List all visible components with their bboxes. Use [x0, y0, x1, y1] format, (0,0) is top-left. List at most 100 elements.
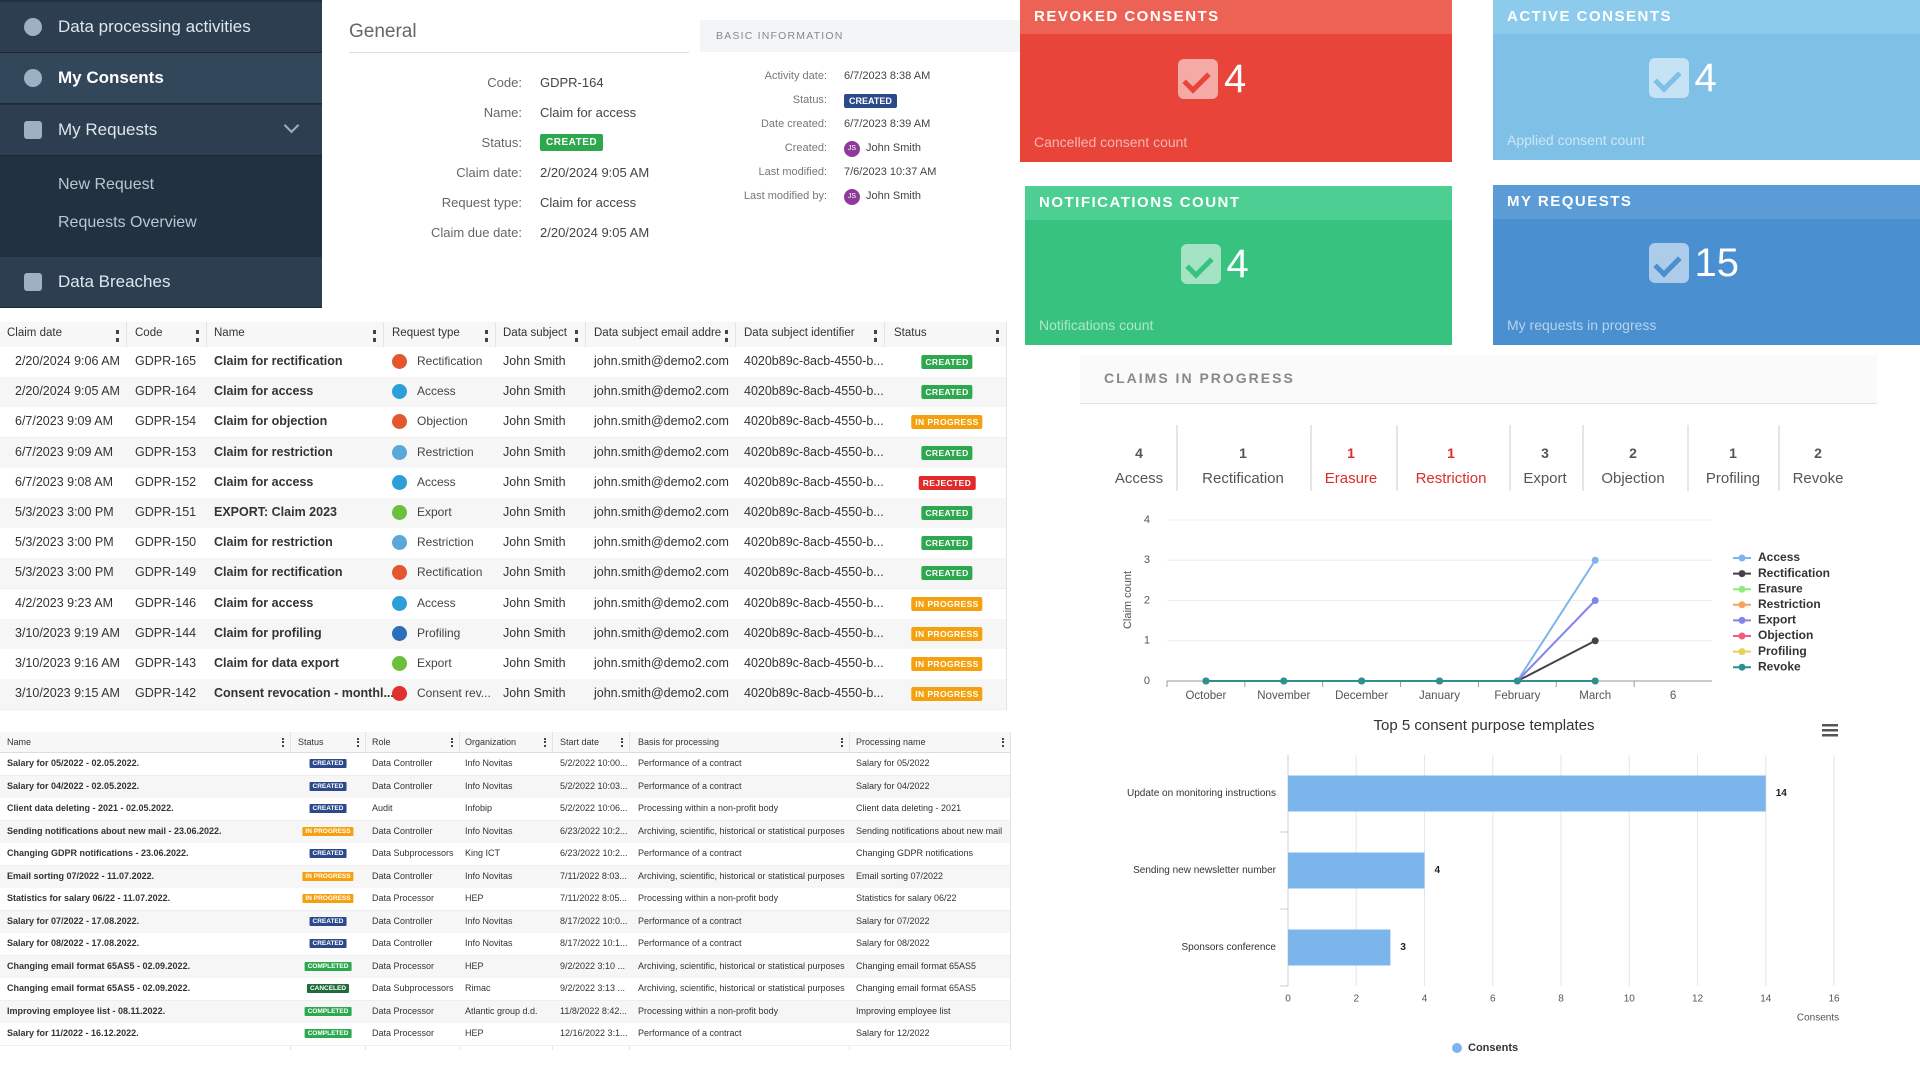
column-header[interactable]: Basis for processing — [638, 737, 720, 747]
menu-band[interactable] — [0, 105, 322, 156]
cell: Info Novitas — [465, 780, 513, 791]
menu-icon-bar — [1822, 724, 1838, 727]
cell: Data Controller — [372, 825, 433, 836]
x-tick-label: 16 — [1828, 994, 1840, 1005]
column-header[interactable]: Claim date — [7, 327, 62, 339]
stat-card[interactable]: ACTIVE CONSENTS 4 Applied consent count — [1493, 0, 1920, 160]
status-badge: CREATED — [540, 134, 604, 151]
cell: john.smith@demo2.com — [594, 505, 729, 519]
field-value: Claim for access — [540, 105, 637, 120]
submenu-item[interactable]: Requests Overview — [58, 214, 197, 231]
column-header[interactable]: Organization — [465, 737, 517, 747]
y-axis-label: Claim count — [1122, 571, 1134, 629]
status-badge: REJECTED — [918, 475, 976, 490]
table-row[interactable] — [0, 679, 1006, 711]
x-tick-label: 14 — [1760, 994, 1772, 1005]
status-badge: CREATED — [309, 939, 347, 948]
cell: 4020b89c-8acb-4550-b... — [744, 686, 884, 701]
cell: 5/2/2022 10:03... — [560, 780, 628, 791]
cell: GDPR-152 — [135, 474, 197, 489]
type-icon — [392, 474, 407, 490]
cell: 3/10/2023 9:16 AM — [15, 656, 120, 670]
submenu-item[interactable]: New Request — [58, 176, 155, 193]
x-tick-label: February — [1494, 690, 1540, 702]
card-icon — [1178, 59, 1218, 99]
column-header[interactable]: Code — [135, 327, 163, 339]
menu-band[interactable] — [0, 53, 322, 104]
status-badge: CREATED — [921, 355, 973, 369]
menu-band[interactable] — [0, 257, 322, 308]
table-row[interactable] — [0, 588, 1006, 620]
type-icon — [392, 565, 407, 581]
menu-band[interactable] — [0, 2, 322, 53]
column-border — [1010, 732, 1011, 1050]
stat-card[interactable]: NOTIFICATIONS COUNT 4 Notifications count — [1025, 186, 1452, 345]
menu-icon — [24, 121, 42, 139]
cell: Salary for 05/2022 - 02.05.2022. — [7, 758, 140, 768]
x-axis-label: Consents — [1797, 1013, 1839, 1024]
column-header[interactable]: Data subject — [503, 327, 567, 339]
card-icon — [1648, 243, 1689, 283]
stat-card[interactable]: REVOKED CONSENTS 4 Cancelled consent count — [1020, 0, 1452, 162]
table-row[interactable] — [0, 558, 1006, 590]
column-header[interactable]: Name — [214, 327, 245, 339]
column-header[interactable]: Processing name — [856, 737, 926, 747]
column-header[interactable]: Data subject identifier — [744, 327, 855, 339]
data-point — [1202, 677, 1210, 685]
x-tick-label: 4 — [1422, 994, 1428, 1005]
cell: 9/2/2022 3:10 ... — [560, 960, 626, 971]
cell: Objection — [417, 414, 468, 429]
y-tick-label: Sponsors conference — [1181, 942, 1276, 953]
cell: 4020b89c-8acb-4550-b... — [744, 474, 884, 489]
table-row[interactable] — [0, 347, 1006, 378]
cell: Claim for access — [214, 384, 314, 399]
table-row[interactable] — [0, 649, 1006, 680]
legend-label: Restriction — [1758, 597, 1821, 611]
cell: 4020b89c-8acb-4550-b... — [744, 625, 884, 640]
cell: Claim for objection — [214, 414, 328, 429]
column-header[interactable]: Role — [372, 737, 391, 747]
cell: Info Novitas — [465, 915, 513, 926]
column-header[interactable]: Data subject email addre — [594, 327, 721, 339]
menu-item[interactable]: My Requests — [58, 120, 158, 139]
cell: GDPR-142 — [135, 686, 197, 701]
field-value: John Smith — [866, 190, 922, 202]
cell: Access — [417, 474, 456, 489]
column-header[interactable]: Status — [894, 327, 927, 339]
cell: Data Controller — [372, 870, 433, 881]
x-tick-label: 6 — [1490, 994, 1496, 1005]
cell: Salary for 05/2022 — [856, 758, 930, 768]
field-label: Name: — [483, 105, 522, 120]
menu-item[interactable]: My Consents — [58, 68, 164, 87]
column-header[interactable]: Status — [298, 737, 324, 747]
cell: Data Subprocessors — [372, 848, 454, 858]
column-header[interactable]: Request type — [392, 327, 460, 339]
card-title: MY REQUESTS — [1507, 193, 1633, 210]
cell: Archiving, scientific, historical or sta… — [638, 983, 845, 993]
menu-item[interactable]: Data Breaches — [58, 272, 171, 291]
cell: Claim for rectification — [214, 565, 343, 580]
menu-item[interactable]: Data processing activities — [58, 17, 251, 36]
cell: 5/2/2022 10:06... — [560, 803, 628, 813]
legend-label: Revoke — [1758, 659, 1801, 673]
column-header[interactable]: Start date — [560, 737, 600, 747]
stat-card[interactable]: MY REQUESTS 15 My requests in progress — [1493, 185, 1920, 345]
field-label: Claim due date: — [430, 225, 522, 240]
cell: 6/23/2022 10:2... — [560, 825, 628, 836]
table-row[interactable] — [0, 618, 1006, 650]
counter-label: Rectification — [1202, 470, 1284, 487]
cell: Access — [417, 595, 456, 610]
column-header[interactable]: Name — [7, 737, 32, 747]
cell: John Smith — [503, 535, 566, 550]
counter-label: Profiling — [1705, 470, 1761, 487]
type-icon — [392, 686, 407, 702]
table-row[interactable] — [0, 407, 1006, 439]
cell: Performance of a contract — [638, 915, 742, 926]
table-row[interactable] — [0, 1023, 1010, 1046]
field-label: Status: — [481, 135, 522, 150]
counter-label: Objection — [1601, 470, 1665, 487]
column-menu — [357, 738, 359, 747]
cell: GDPR-143 — [135, 656, 197, 670]
cell: 8/17/2022 10:0... — [560, 915, 628, 926]
